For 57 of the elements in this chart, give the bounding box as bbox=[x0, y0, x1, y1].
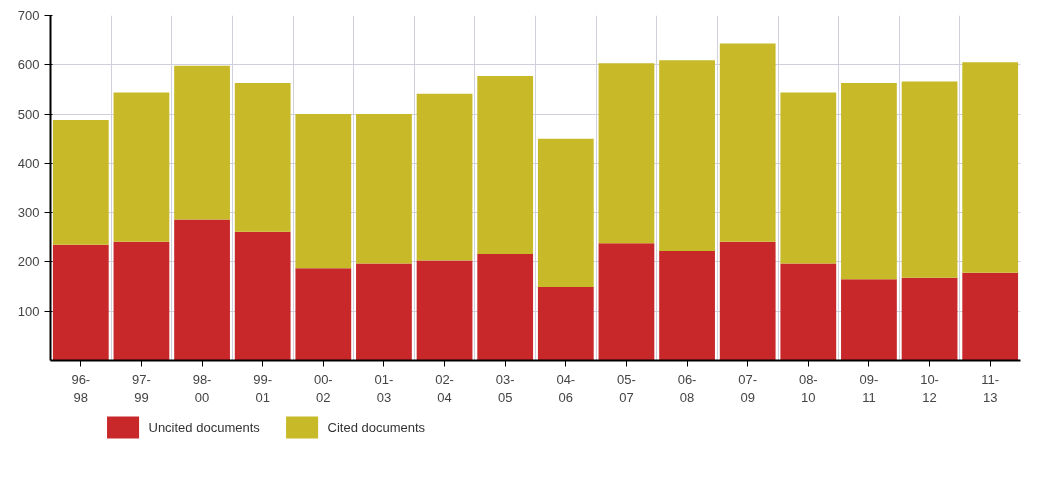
bar bbox=[477, 76, 534, 255]
bar bbox=[113, 241, 170, 361]
bar bbox=[477, 254, 534, 361]
bar bbox=[962, 272, 1019, 361]
bar bbox=[962, 62, 1019, 273]
bar bbox=[295, 114, 352, 269]
bar bbox=[356, 114, 412, 264]
y-tick-label: 600 bbox=[17, 57, 40, 73]
x-tick-label: 10- 12 bbox=[920, 371, 939, 405]
bar bbox=[52, 119, 109, 245]
bar bbox=[901, 81, 958, 278]
bar bbox=[174, 219, 230, 361]
bar bbox=[841, 83, 897, 280]
bar bbox=[234, 231, 291, 361]
y-tick-label: 400 bbox=[17, 155, 40, 171]
x-tick-label: 06- 08 bbox=[677, 371, 697, 405]
x-tick-label: 03- 05 bbox=[495, 371, 515, 405]
legend-label: Cited documents bbox=[327, 420, 426, 435]
bar bbox=[841, 279, 897, 361]
bar bbox=[780, 263, 837, 361]
y-tick-label: 700 bbox=[17, 8, 40, 23]
bar bbox=[113, 92, 170, 242]
x-tick-label: 00- 02 bbox=[313, 371, 333, 405]
y-tick-label: 100 bbox=[17, 303, 40, 319]
bar bbox=[659, 251, 715, 361]
y-tick-label: 500 bbox=[17, 106, 40, 122]
bar bbox=[901, 277, 958, 361]
legend-label: Uncited documents bbox=[148, 420, 261, 435]
bar bbox=[416, 93, 473, 261]
bar bbox=[719, 43, 776, 242]
bar bbox=[416, 260, 473, 361]
bar bbox=[598, 243, 655, 361]
x-tick-label: 96- 98 bbox=[71, 371, 91, 405]
bar bbox=[598, 63, 655, 244]
y-tick-label: 200 bbox=[17, 254, 40, 270]
x-tick-label: 05- 07 bbox=[617, 371, 636, 405]
bar bbox=[719, 241, 776, 361]
x-tick-label: 04- 06 bbox=[556, 371, 576, 405]
bar bbox=[780, 92, 837, 264]
y-tick-label: 300 bbox=[17, 205, 40, 221]
x-tick-label: 98- 00 bbox=[192, 371, 212, 405]
bar bbox=[52, 244, 109, 361]
x-tick-label: 08- 10 bbox=[798, 371, 818, 405]
x-tick-label: 02- 04 bbox=[435, 371, 454, 405]
bar bbox=[356, 263, 412, 361]
bar bbox=[537, 138, 594, 288]
x-tick-label: 07- 09 bbox=[738, 371, 758, 405]
x-tick-label: 99- 01 bbox=[253, 371, 273, 405]
bar bbox=[234, 83, 291, 232]
bar bbox=[659, 60, 715, 252]
bar bbox=[537, 287, 594, 361]
x-tick-label: 97- 99 bbox=[132, 371, 151, 405]
x-tick-label: 01- 03 bbox=[374, 371, 394, 405]
x-tick-label: 11- 13 bbox=[981, 371, 1000, 405]
bar bbox=[295, 268, 352, 361]
bar bbox=[174, 65, 230, 220]
x-tick-label: 09- 11 bbox=[859, 371, 879, 405]
